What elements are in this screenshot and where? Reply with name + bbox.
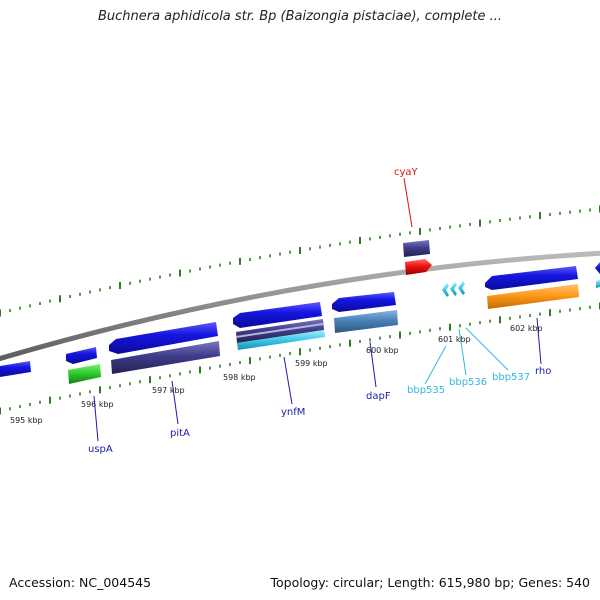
label-leaders <box>93 177 542 442</box>
gene-label-rho[interactable]: rho <box>535 366 551 377</box>
gene-label-ynfM[interactable]: ynfM <box>281 407 305 418</box>
gene-feature-blue-598[interactable] <box>233 302 322 328</box>
leader-ynfM <box>283 356 293 405</box>
leader-bbp536 <box>458 328 467 376</box>
gene-feature-orange[interactable] <box>487 284 579 309</box>
tick-label-601: 601 kbp <box>438 335 471 344</box>
leader-bbp537 <box>465 327 509 371</box>
tick-label-596: 596 kbp <box>81 400 114 409</box>
tick-label-595: 595 kbp <box>10 416 43 425</box>
leader-cyaY <box>403 177 413 228</box>
gene-feature-bbp537[interactable] <box>458 281 465 295</box>
topology-text: Topology: circular; Length: 615,980 bp; … <box>270 575 591 590</box>
tick-label-602: 602 kbp <box>510 324 543 333</box>
tick-label-600: 600 kbp <box>366 346 399 355</box>
gene-feature-dapF[interactable] <box>334 310 398 333</box>
gene-label-bbp535[interactable]: bbp535 <box>407 385 445 396</box>
gene-feature-red[interactable] <box>405 259 432 275</box>
gene-feature-uspA[interactable] <box>68 364 101 384</box>
gene-feature-pitA[interactable] <box>111 341 220 374</box>
genome-backbone <box>0 250 600 362</box>
tick-label-597: 597 kbp <box>152 386 185 395</box>
gene-feature-blue-597[interactable] <box>109 322 218 354</box>
gene-features <box>0 240 600 384</box>
gene-label-pitA[interactable]: pitA <box>170 428 190 439</box>
gene-feature-right-edge-cyan[interactable] <box>596 280 600 288</box>
leader-dapF <box>369 341 377 388</box>
gene-feature-ynfM-stripe <box>236 323 323 338</box>
gene-label-uspA[interactable]: uspA <box>88 444 113 455</box>
leader-bbp535 <box>424 345 447 385</box>
gene-feature-bbp536[interactable] <box>450 282 457 296</box>
gene-label-cyaY[interactable]: cyaY <box>394 167 419 178</box>
gene-labels: cyaY uspA pitA ynfM dapF bbp535 bbp536 b… <box>88 167 551 455</box>
gene-feature-cyaY[interactable] <box>403 240 430 257</box>
gene-label-bbp536[interactable]: bbp536 <box>449 377 487 388</box>
tick-label-598: 598 kbp <box>223 373 256 382</box>
accession-text: Accession: NC_004545 <box>9 575 152 590</box>
gene-feature-rho[interactable] <box>485 266 578 290</box>
gene-label-dapF[interactable]: dapF <box>366 391 391 402</box>
leader-uspA <box>93 395 99 442</box>
leader-pitA <box>171 380 179 425</box>
gene-feature-blue-600[interactable] <box>332 292 396 312</box>
outer-tick-ring <box>0 205 600 317</box>
inner-tick-ring <box>0 302 600 415</box>
map-title: Buchnera aphidicola str. Bp (Baizongia p… <box>97 9 503 24</box>
gene-feature-blue-596[interactable] <box>66 347 97 364</box>
gene-label-bbp537[interactable]: bbp537 <box>492 372 530 383</box>
gene-feature-right-edge-blue[interactable] <box>595 262 600 274</box>
leader-rho <box>536 317 542 365</box>
gene-feature-left-edge[interactable] <box>0 361 31 377</box>
tick-label-599: 599 kbp <box>295 359 328 368</box>
gene-feature-ynfM-cyan[interactable] <box>237 330 325 350</box>
scale-labels: 595 kbp 596 kbp 597 kbp 598 kbp 599 kbp … <box>10 324 543 425</box>
gene-feature-bbp535[interactable] <box>442 283 449 297</box>
